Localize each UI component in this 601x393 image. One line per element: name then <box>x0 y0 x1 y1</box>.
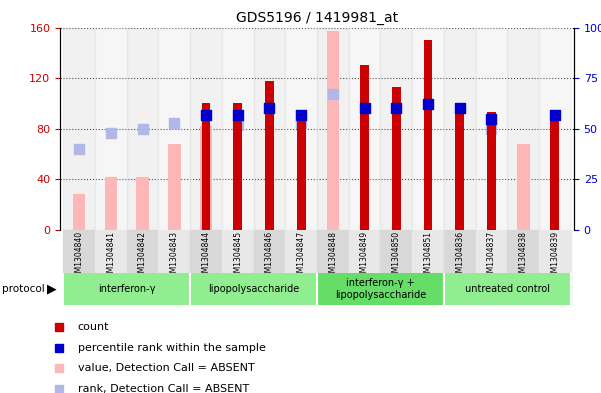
Point <box>201 111 211 118</box>
Bar <box>297 114 305 230</box>
Bar <box>265 81 274 230</box>
Bar <box>136 177 149 230</box>
Point <box>233 111 243 118</box>
Bar <box>539 28 571 230</box>
Point <box>487 116 496 122</box>
Text: GSM1304842: GSM1304842 <box>138 231 147 282</box>
Bar <box>444 230 475 273</box>
Text: GSM1304836: GSM1304836 <box>456 231 464 282</box>
Text: protocol: protocol <box>2 284 44 294</box>
Bar <box>392 87 401 230</box>
Point <box>106 130 115 136</box>
Bar <box>349 28 380 230</box>
Bar <box>73 195 85 230</box>
Point <box>423 101 433 108</box>
Text: GSM1304837: GSM1304837 <box>487 231 496 282</box>
Bar <box>63 273 190 305</box>
Bar <box>105 177 117 230</box>
Text: lipopolysaccharide: lipopolysaccharide <box>208 284 299 294</box>
Bar <box>349 230 380 273</box>
Bar <box>317 28 349 230</box>
Point <box>264 105 274 112</box>
Text: GSM1304851: GSM1304851 <box>424 231 433 282</box>
Point <box>328 91 338 97</box>
Title: GDS5196 / 1419981_at: GDS5196 / 1419981_at <box>236 11 398 25</box>
Bar <box>380 230 412 273</box>
Bar <box>254 28 285 230</box>
Text: GSM1304850: GSM1304850 <box>392 231 401 282</box>
Point <box>487 125 496 132</box>
Bar <box>95 230 127 273</box>
Text: untreated control: untreated control <box>465 284 550 294</box>
Bar <box>95 28 127 230</box>
Text: GSM1304846: GSM1304846 <box>265 231 274 282</box>
Bar <box>200 126 212 230</box>
Text: rank, Detection Call = ABSENT: rank, Detection Call = ABSENT <box>78 384 249 393</box>
Text: GSM1304838: GSM1304838 <box>519 231 528 282</box>
Bar <box>190 28 222 230</box>
Bar <box>444 273 571 305</box>
Bar <box>412 28 444 230</box>
Bar <box>475 230 507 273</box>
Bar <box>475 28 507 230</box>
Bar <box>487 112 496 230</box>
Bar <box>63 28 95 230</box>
Text: count: count <box>78 322 109 332</box>
Text: percentile rank within the sample: percentile rank within the sample <box>78 343 266 353</box>
Bar <box>222 28 254 230</box>
Bar <box>507 28 539 230</box>
Bar <box>159 230 190 273</box>
Bar <box>233 103 242 230</box>
Text: GSM1304839: GSM1304839 <box>551 231 560 282</box>
Bar <box>285 28 317 230</box>
Point <box>233 121 243 128</box>
Text: GSM1304840: GSM1304840 <box>75 231 84 282</box>
Point <box>296 111 306 118</box>
Bar <box>127 230 159 273</box>
Point <box>550 111 560 118</box>
Bar <box>551 114 560 230</box>
Text: GSM1304849: GSM1304849 <box>360 231 369 282</box>
Point <box>455 105 465 112</box>
Bar <box>380 28 412 230</box>
Bar <box>517 144 529 230</box>
Text: GSM1304848: GSM1304848 <box>328 231 337 282</box>
Text: GSM1304841: GSM1304841 <box>106 231 115 282</box>
Bar <box>190 273 317 305</box>
Bar <box>254 230 285 273</box>
Text: ▶: ▶ <box>47 282 56 296</box>
Point <box>138 125 147 132</box>
Bar <box>424 40 433 230</box>
Text: interferon-γ: interferon-γ <box>98 284 156 294</box>
Bar <box>285 230 317 273</box>
Bar <box>456 107 464 230</box>
Bar <box>317 230 349 273</box>
Text: value, Detection Call = ABSENT: value, Detection Call = ABSENT <box>78 363 255 373</box>
Bar <box>317 273 444 305</box>
Bar <box>127 28 159 230</box>
Bar <box>326 31 339 230</box>
Text: GSM1304844: GSM1304844 <box>201 231 210 282</box>
Point <box>360 105 370 112</box>
Point <box>391 105 401 112</box>
Text: GSM1304847: GSM1304847 <box>297 231 306 282</box>
Bar <box>360 66 369 230</box>
Text: interferon-γ +
lipopolysaccharide: interferon-γ + lipopolysaccharide <box>335 278 426 299</box>
Bar <box>444 28 475 230</box>
Bar <box>507 230 539 273</box>
Bar <box>168 144 181 230</box>
Bar <box>412 230 444 273</box>
Text: GSM1304843: GSM1304843 <box>170 231 178 282</box>
Bar <box>201 103 210 230</box>
Bar <box>63 230 95 273</box>
Bar <box>159 28 190 230</box>
Bar <box>190 230 222 273</box>
Point <box>75 146 84 152</box>
Bar <box>539 230 571 273</box>
Text: GSM1304845: GSM1304845 <box>233 231 242 282</box>
Bar <box>222 230 254 273</box>
Point <box>169 119 179 126</box>
Point <box>296 119 306 126</box>
